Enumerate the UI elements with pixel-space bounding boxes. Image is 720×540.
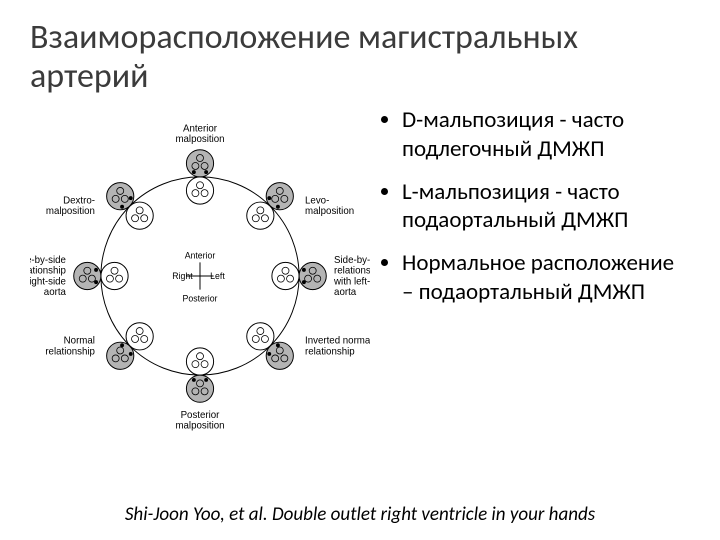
- position-normal: Normalrelationship: [45, 323, 153, 370]
- slide-title: Взаиморасположение магистральных артерий: [30, 18, 690, 96]
- svg-text:Side-by-side: Side-by-side: [334, 255, 370, 266]
- body-row: AnteriorPosteriorRightLeftAnteriormalpos…: [30, 106, 690, 446]
- citation-text: Shi-Joon Yoo, et al. Double outlet right…: [0, 503, 720, 526]
- slide: Взаиморасположение магистральных артерий…: [0, 0, 720, 540]
- bullet-item: L-мальпозиция - часто подаортальный ДМЖП: [402, 178, 690, 236]
- position-inverted: Inverted normalrelationship: [247, 323, 370, 370]
- svg-text:relationship: relationship: [45, 347, 95, 358]
- svg-text:Anterior: Anterior: [183, 123, 218, 134]
- svg-text:Inverted normal: Inverted normal: [305, 336, 370, 347]
- svg-text:Right: Right: [172, 271, 193, 281]
- svg-text:malposition: malposition: [175, 134, 224, 145]
- svg-text:with right-side: with right-side: [30, 276, 66, 287]
- svg-text:Anterior: Anterior: [185, 251, 216, 261]
- position-levo: Levo-malposition: [247, 183, 354, 230]
- bullet-list: D-мальпозиция - часто подлегочный ДМЖП L…: [380, 106, 690, 307]
- position-posterior: Posteriormalposition: [175, 348, 224, 432]
- svg-text:Side-by-side: Side-by-side: [30, 255, 66, 266]
- svg-text:with left-side: with left-side: [333, 276, 370, 287]
- svg-text:malposition: malposition: [175, 421, 224, 432]
- svg-text:Posterior: Posterior: [183, 293, 218, 303]
- position-dextro: Dextro-malposition: [46, 183, 153, 230]
- svg-text:aorta: aorta: [44, 287, 67, 298]
- svg-text:malposition: malposition: [305, 206, 354, 217]
- svg-text:Normal: Normal: [64, 336, 95, 347]
- svg-text:relationship: relationship: [305, 347, 355, 358]
- position-anterior: Anteriormalposition: [175, 123, 224, 204]
- position-sbs-left: Side-by-siderelationshipwith left-sideao…: [272, 255, 370, 298]
- svg-text:relationship: relationship: [30, 266, 66, 277]
- bullet-item: Нормальное расположение – подаортальный …: [402, 249, 690, 307]
- svg-text:aorta: aorta: [334, 287, 357, 298]
- svg-text:Left: Left: [210, 271, 225, 281]
- position-sbs-right: Side-by-siderelationshipwith right-sidea…: [30, 255, 128, 298]
- svg-text:Posterior: Posterior: [181, 410, 221, 421]
- svg-text:relationship: relationship: [334, 266, 370, 277]
- svg-text:Levo-: Levo-: [305, 196, 329, 207]
- bullet-item: D-мальпозиция - часто подлегочный ДМЖП: [402, 106, 690, 164]
- arterial-position-diagram: AnteriorPosteriorRightLeftAnteriormalpos…: [30, 106, 370, 446]
- svg-text:Dextro-: Dextro-: [63, 196, 95, 207]
- svg-text:malposition: malposition: [46, 206, 95, 217]
- diagram-container: AnteriorPosteriorRightLeftAnteriormalpos…: [30, 106, 370, 446]
- bullet-list-container: D-мальпозиция - часто подлегочный ДМЖП L…: [370, 106, 690, 321]
